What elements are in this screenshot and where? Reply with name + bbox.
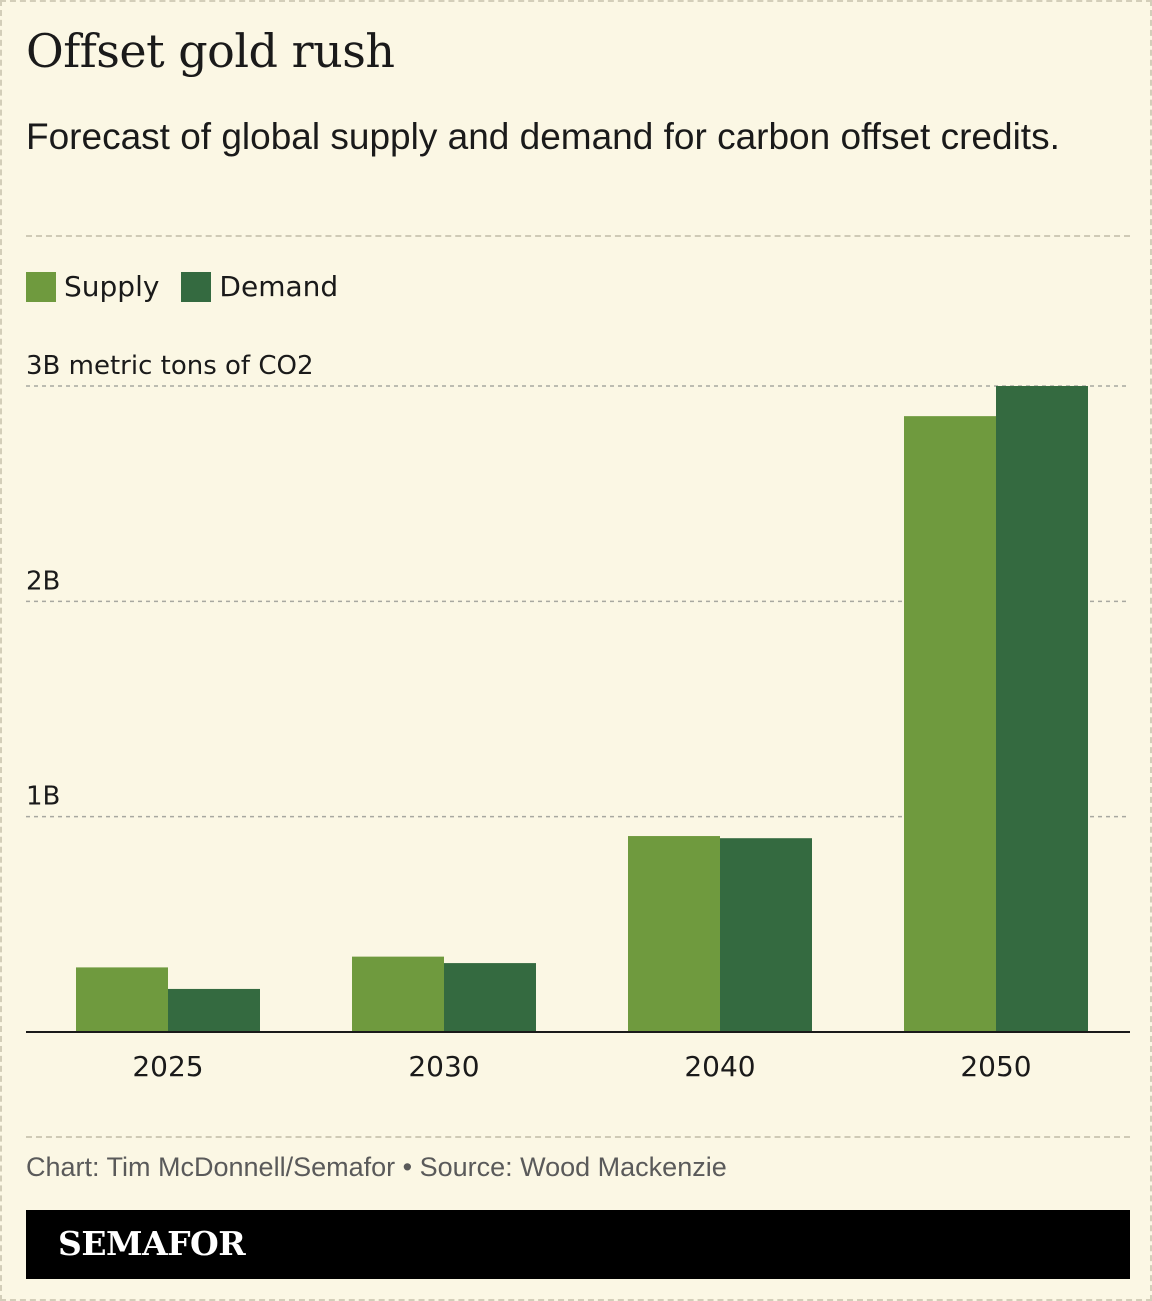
bar-supply-2025 (76, 967, 168, 1032)
bar-supply-2050 (904, 416, 996, 1032)
source-credit: Chart: Tim McDonnell/Semafor • Source: W… (26, 1152, 727, 1182)
x-tick-label-2040: 2040 (684, 1050, 755, 1083)
bar-demand-2030 (444, 963, 536, 1032)
supply-swatch (26, 271, 56, 302)
legend: Supply Demand (26, 270, 360, 303)
legend-label-demand: Demand (219, 270, 339, 303)
chart-title: Offset gold rush (26, 24, 395, 78)
legend-label-supply: Supply (64, 270, 160, 303)
bar-supply-2030 (352, 956, 444, 1032)
x-tick-label-2030: 2030 (408, 1050, 479, 1083)
bar-supply-2040 (628, 836, 720, 1032)
x-tick-label-2050: 2050 (960, 1050, 1031, 1083)
x-tick-label-2025: 2025 (132, 1050, 203, 1083)
header-divider (26, 235, 1130, 237)
footer-divider (26, 1136, 1130, 1138)
bar-demand-2040 (720, 838, 812, 1032)
legend-item-supply: Supply (26, 270, 159, 303)
legend-item-demand: Demand (181, 270, 338, 303)
demand-swatch (181, 271, 212, 302)
y-tick-label: 2B (26, 566, 60, 596)
bar-demand-2025 (168, 988, 260, 1032)
y-tick-label: 1B (26, 782, 60, 812)
bar-demand-2050 (996, 386, 1088, 1032)
chart-subtitle: Forecast of global supply and demand for… (26, 116, 1060, 157)
bar-chart: 1B 2B 3B metric tons of CO2 2025 2030 2040 205… (26, 351, 1130, 1083)
y-tick-label: 3B metric tons of CO2 (26, 351, 314, 381)
brand-bar: SEMAFOR (26, 1210, 1130, 1279)
brand-logo: SEMAFOR (58, 1224, 246, 1263)
